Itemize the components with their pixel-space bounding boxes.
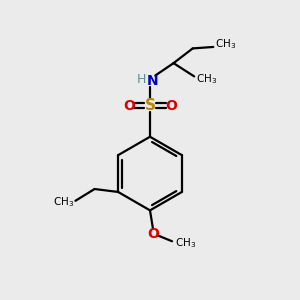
Text: CH$_3$: CH$_3$ <box>53 195 74 209</box>
Text: O: O <box>147 227 159 241</box>
Text: H: H <box>136 73 146 86</box>
Text: CH$_3$: CH$_3$ <box>175 236 196 250</box>
Text: S: S <box>145 98 155 113</box>
Text: O: O <box>165 99 177 113</box>
Text: CH$_3$: CH$_3$ <box>215 38 236 52</box>
Text: N: N <box>147 74 159 88</box>
Text: O: O <box>123 99 135 113</box>
Text: CH$_3$: CH$_3$ <box>196 72 217 86</box>
